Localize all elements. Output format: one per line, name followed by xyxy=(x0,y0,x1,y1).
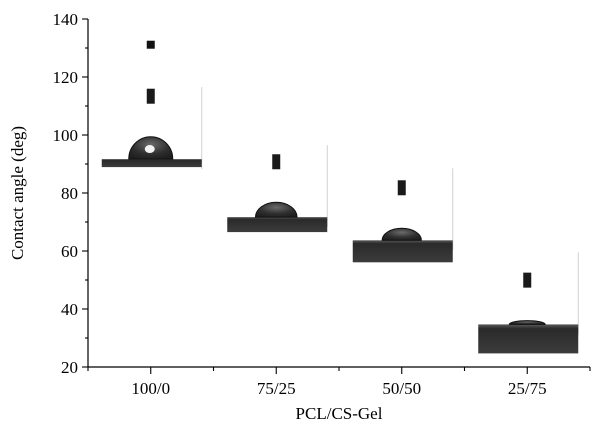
substrate xyxy=(478,324,579,354)
x-axis-ticks: 100/0 75/25 50/50 25/75 xyxy=(87,367,591,398)
x-axis-title: PCL/CS-Gel xyxy=(296,404,383,423)
droplet-insets xyxy=(101,40,579,354)
water-droplet xyxy=(508,320,546,325)
y-tick-label: 40 xyxy=(61,300,78,319)
needle-tip xyxy=(397,180,406,196)
water-droplet xyxy=(381,227,422,241)
substrate xyxy=(352,240,453,263)
needle-tip xyxy=(272,154,281,170)
needle-dot xyxy=(146,40,155,49)
y-tick-label: 100 xyxy=(53,126,79,145)
x-tick-label: 25/75 xyxy=(508,379,547,398)
droplet-inset-3 xyxy=(478,252,579,354)
y-tick-label: 80 xyxy=(61,184,78,203)
droplet-inset-0 xyxy=(101,40,203,170)
x-tick-label: 100/0 xyxy=(131,379,170,398)
y-tick-label: 140 xyxy=(53,10,79,29)
droplet-inset-2 xyxy=(352,168,454,263)
substrate xyxy=(101,159,202,168)
y-tick-label: 20 xyxy=(61,358,78,377)
droplet-inset-1 xyxy=(227,145,328,233)
x-tick-label: 75/25 xyxy=(257,379,296,398)
y-tick-label: 60 xyxy=(61,242,78,261)
y-tick-label: 120 xyxy=(53,68,79,87)
needle-tip xyxy=(523,272,532,288)
substrate xyxy=(227,217,328,233)
x-tick-label: 50/50 xyxy=(382,379,421,398)
inset-background xyxy=(478,252,579,333)
droplet-highlight xyxy=(144,145,155,154)
y-axis-title: Contact angle (deg) xyxy=(8,126,27,260)
y-axis-ticks: 20 40 60 80 100 120 140 xyxy=(53,10,88,377)
needle-tip xyxy=(146,88,155,104)
water-droplet xyxy=(254,201,298,218)
